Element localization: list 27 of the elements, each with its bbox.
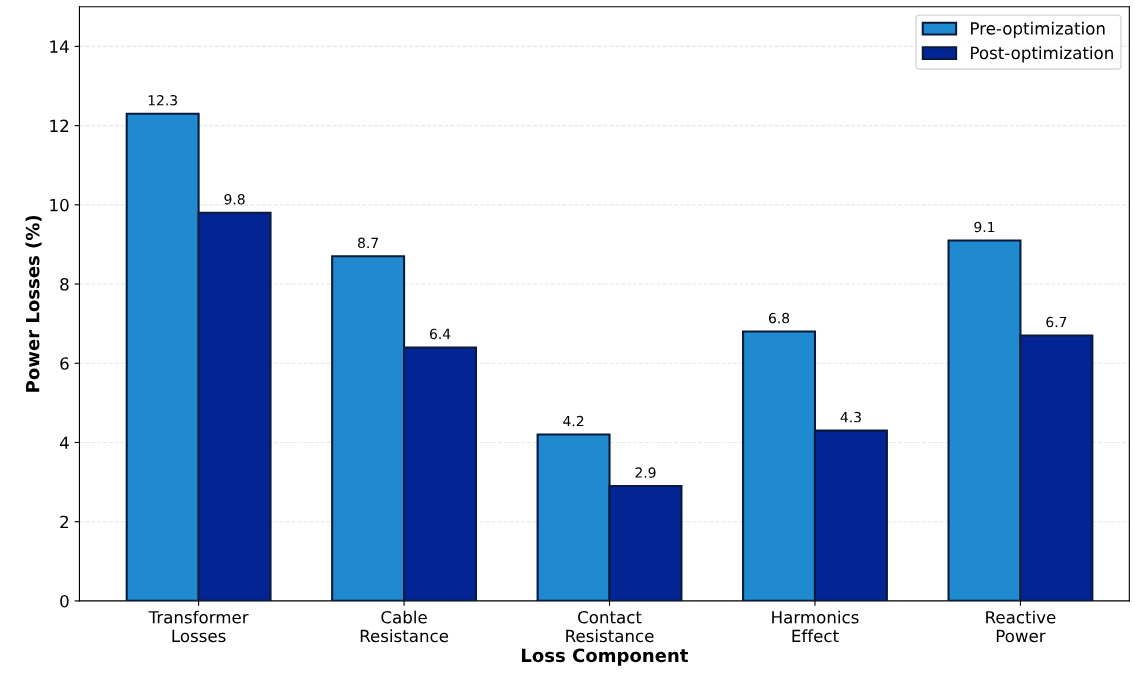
y-tick-label: 14 xyxy=(50,40,69,53)
data-label: 4.2 xyxy=(563,415,584,427)
data-label: 4.3 xyxy=(840,411,861,423)
x-tick-label: Contact Resistance xyxy=(566,610,654,643)
data-label: 6.4 xyxy=(429,328,451,340)
y-tick-label: 0 xyxy=(60,594,69,608)
y-tick-label: 8 xyxy=(60,278,69,291)
x-axis-title: Loss Component xyxy=(522,648,689,666)
y-tick-label: 2 xyxy=(60,515,69,529)
data-label: 2.9 xyxy=(635,467,656,478)
data-label: 9.8 xyxy=(224,194,245,205)
y-axis-title: Power Losses (%) xyxy=(25,215,42,392)
x-tick-label: Harmonics Effect xyxy=(772,610,859,643)
y-tick-label: 4 xyxy=(59,436,69,449)
x-tick-label: Reactive Power xyxy=(986,610,1056,643)
x-tick-label: Cable Resistance xyxy=(360,610,449,643)
legend-label: Post-optimization xyxy=(971,46,1113,63)
y-tick-label: 12 xyxy=(50,119,69,132)
data-label: 6.8 xyxy=(768,312,790,324)
legend-label: Pre-optimization xyxy=(971,21,1105,38)
data-label: 6.7 xyxy=(1046,316,1067,328)
y-tick-label: 10 xyxy=(50,198,69,212)
data-label: 9.1 xyxy=(974,221,995,233)
x-tick-label: Transformer Losses xyxy=(148,610,249,643)
y-tick-label: 6 xyxy=(60,357,69,370)
data-label: 12.3 xyxy=(148,94,178,106)
data-label: 8.7 xyxy=(358,237,378,249)
